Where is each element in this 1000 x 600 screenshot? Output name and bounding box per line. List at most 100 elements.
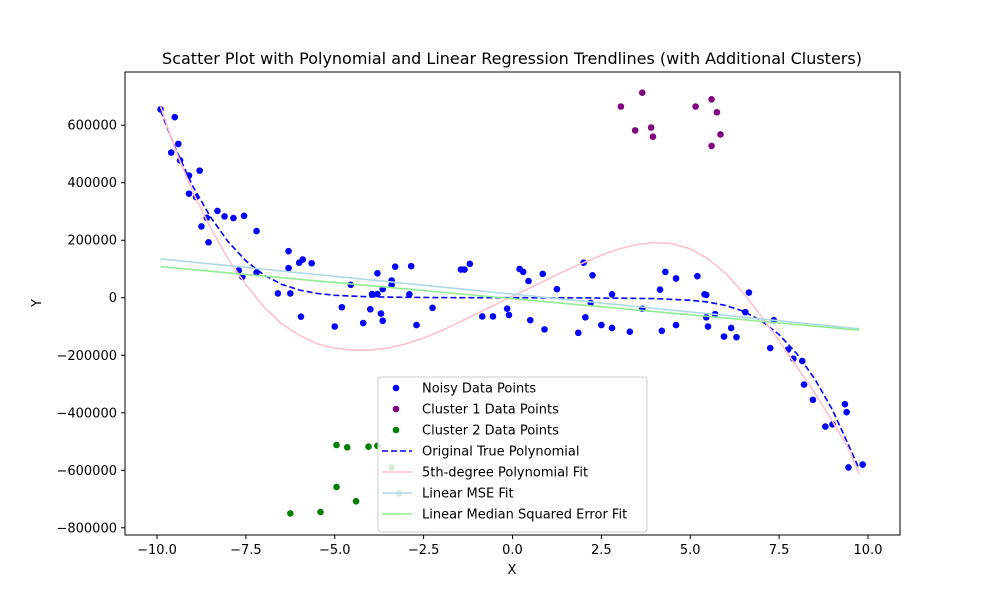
scatter-point	[331, 323, 339, 330]
legend-entry: Linear Median Squared Error Fit	[382, 508, 627, 523]
scatter-point	[198, 223, 205, 230]
scatter-point	[582, 314, 589, 321]
scatter-series-1	[617, 89, 724, 150]
scatter-point	[553, 285, 561, 293]
scatter-point	[745, 289, 753, 296]
scatter-point	[374, 290, 381, 298]
legend-entry: Noisy Data Points	[392, 382, 536, 397]
scatter-point	[308, 259, 315, 267]
scatter-point	[841, 400, 849, 408]
scatter-point	[205, 238, 212, 246]
legend-label: 5th-degree Polynomial Fit	[422, 466, 588, 481]
scatter-point	[800, 381, 808, 388]
x-tick-label: 2.5	[591, 543, 612, 558]
scatter-point	[638, 89, 646, 97]
scatter-point	[708, 142, 715, 150]
scatter-point	[171, 113, 179, 121]
scatter-point	[365, 443, 372, 451]
scatter-point	[574, 329, 582, 337]
scatter-point	[589, 272, 596, 279]
scatter-point	[461, 266, 468, 273]
scatter-point	[662, 268, 669, 276]
scatter-point	[658, 327, 666, 335]
scatter-point	[608, 324, 616, 332]
scatter-point	[647, 124, 655, 131]
line-series-3	[160, 265, 860, 331]
scatter-point	[505, 311, 513, 319]
scatter-point	[717, 131, 724, 138]
legend-entry: Linear MSE Fit	[382, 487, 514, 502]
scatter-point	[388, 281, 395, 289]
scatter-point	[525, 277, 532, 285]
scatter-point	[429, 304, 436, 312]
scatter-point	[702, 291, 710, 299]
scatter-point	[608, 290, 616, 298]
scatter-point	[287, 290, 294, 297]
scatter-point	[338, 303, 346, 311]
legend-frame	[377, 376, 648, 533]
scatter-point	[333, 483, 340, 491]
scatter-point	[196, 167, 203, 174]
scatter-point	[766, 344, 774, 352]
scatter-point	[297, 313, 305, 321]
legend-marker	[392, 405, 400, 413]
scatter-point	[379, 317, 387, 325]
chart-title: Scatter Plot with Polynomial and Linear …	[162, 49, 862, 68]
scatter-point	[406, 290, 413, 298]
scatter-point	[656, 286, 664, 293]
legend: Noisy Data Points Cluster 1 Data Points Cl…	[377, 376, 648, 533]
scatter-point	[285, 247, 292, 255]
scatter-point	[617, 103, 625, 110]
scatter-point	[626, 328, 634, 335]
scatter-point	[692, 103, 699, 110]
legend-entry: 5th-degree Polynomial Fit	[382, 466, 588, 481]
scatter-point	[391, 263, 399, 270]
scatter-point	[299, 256, 307, 263]
scatter-point	[466, 260, 474, 268]
line-series-2	[160, 258, 860, 330]
scatter-point	[713, 108, 721, 116]
scatter-point	[672, 275, 680, 282]
x-axis-label: X	[508, 563, 517, 578]
axes-layer: −10.0 −7.5 −5.0 −2.5 0.0 2.5 5.0 7.5 10.0 −800000…	[56, 119, 882, 558]
scatter-point	[368, 290, 376, 298]
scatter-point	[631, 127, 639, 134]
legend-label: Cluster 1 Data Points	[422, 403, 559, 418]
scatter-point	[720, 333, 728, 340]
scatter-point	[845, 464, 852, 471]
legend-entry: Cluster 1 Data Points	[392, 403, 559, 418]
scatter-point	[285, 264, 292, 272]
scatter-point	[214, 207, 221, 215]
scatter-point	[742, 308, 749, 316]
legend-label: Linear MSE Fit	[422, 487, 514, 502]
scatter-point	[317, 508, 324, 516]
scatter-point	[185, 190, 193, 197]
scatter-point	[366, 305, 374, 313]
scatter-point	[175, 140, 182, 148]
scatter-point	[649, 133, 657, 141]
legend-label: Original True Polynomial	[422, 445, 579, 460]
x-tick-label: −10.0	[137, 543, 177, 558]
line-series-0	[159, 110, 860, 470]
scatter-point	[859, 461, 866, 468]
scatter-point	[519, 268, 527, 276]
scatter-point	[503, 305, 511, 312]
scatter-point	[489, 313, 497, 320]
x-tick-label: −7.5	[230, 543, 262, 558]
y-tick-label: −600000	[56, 464, 117, 479]
scatter-point	[230, 214, 237, 222]
scatter-point	[377, 310, 385, 317]
y-axis-label: Y	[30, 299, 45, 308]
scatter-point	[694, 272, 701, 280]
plot-frame	[124, 71, 901, 536]
scatter-point	[672, 321, 680, 329]
y-tick-label: −400000	[56, 406, 117, 421]
scatter-point	[704, 323, 712, 330]
scatter-point	[333, 441, 340, 449]
scatter-point	[809, 396, 817, 404]
scatter-point	[407, 262, 415, 270]
scatter-point	[221, 213, 228, 220]
x-tick-label: −2.5	[408, 543, 440, 558]
scatter-point	[359, 319, 367, 327]
